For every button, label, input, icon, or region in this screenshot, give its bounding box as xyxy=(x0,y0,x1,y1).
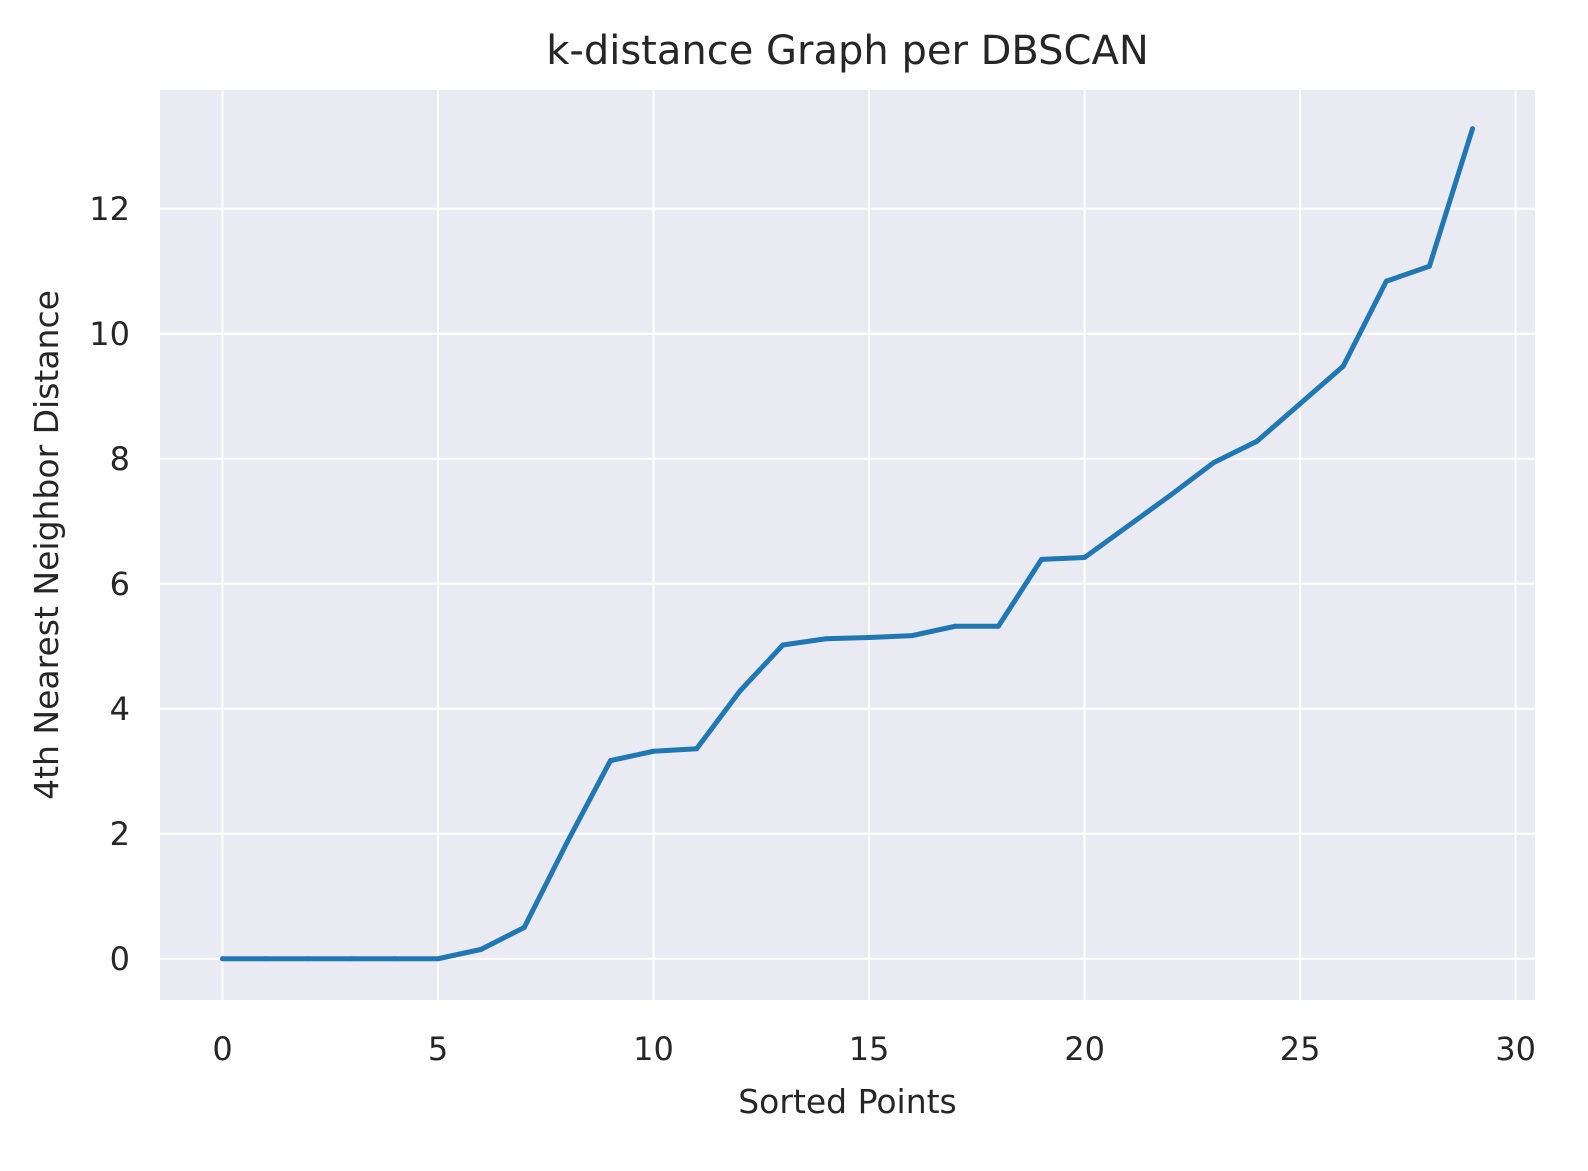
data-point xyxy=(1168,492,1174,498)
data-point xyxy=(478,946,484,952)
data-point xyxy=(995,623,1001,629)
data-point xyxy=(263,956,269,962)
grid-lines xyxy=(160,90,1535,1000)
data-point xyxy=(1470,126,1475,132)
data-point xyxy=(1082,555,1088,560)
data-point xyxy=(521,925,527,930)
data-point xyxy=(435,956,441,962)
x-tick-label: 15 xyxy=(849,1030,890,1068)
tick-labels: 0 5 10 15 20 25 30 0 2 4 6 8 10 12 xyxy=(89,190,1536,1068)
x-tick-label: 20 xyxy=(1064,1030,1105,1068)
x-tick-label: 25 xyxy=(1280,1030,1321,1068)
data-point xyxy=(1211,460,1217,465)
data-point xyxy=(1426,263,1432,269)
x-tick-label: 0 xyxy=(212,1030,232,1068)
data-point xyxy=(866,635,872,640)
x-tick-label: 10 xyxy=(633,1030,674,1068)
x-tick-label: 5 xyxy=(428,1030,448,1068)
series-line xyxy=(220,126,1475,962)
y-tick-label: 8 xyxy=(110,440,130,478)
data-point xyxy=(349,956,355,962)
data-point xyxy=(694,746,700,752)
series-layer xyxy=(220,126,1475,962)
y-tick-label: 0 xyxy=(110,940,130,978)
data-point xyxy=(1038,556,1044,562)
data-point xyxy=(1297,401,1303,407)
data-point xyxy=(392,956,398,962)
data-point xyxy=(1125,523,1131,529)
y-tick-label: 4 xyxy=(110,690,130,728)
data-point xyxy=(737,688,743,694)
data-point xyxy=(823,636,829,642)
y-axis-label: 4th Nearest Neighbor Distance xyxy=(27,290,66,800)
x-axis-label: Sorted Points xyxy=(738,1082,957,1121)
data-point xyxy=(1383,278,1389,284)
data-point xyxy=(952,623,958,629)
y-tick-label: 6 xyxy=(110,565,130,603)
y-tick-label: 2 xyxy=(110,815,130,853)
data-point xyxy=(220,956,225,962)
data-point xyxy=(607,758,613,764)
y-tick-label: 12 xyxy=(89,190,130,228)
data-point xyxy=(651,748,657,754)
chart-title: k-distance Graph per DBSCAN xyxy=(546,28,1149,74)
x-tick-label: 30 xyxy=(1495,1030,1536,1068)
data-point xyxy=(306,956,312,962)
plot-area xyxy=(160,90,1535,1000)
data-point xyxy=(909,633,915,639)
y-tick-label: 10 xyxy=(89,315,130,353)
data-point xyxy=(1254,438,1260,444)
data-point xyxy=(1340,363,1346,369)
data-point xyxy=(780,642,786,648)
data-point xyxy=(564,839,570,845)
